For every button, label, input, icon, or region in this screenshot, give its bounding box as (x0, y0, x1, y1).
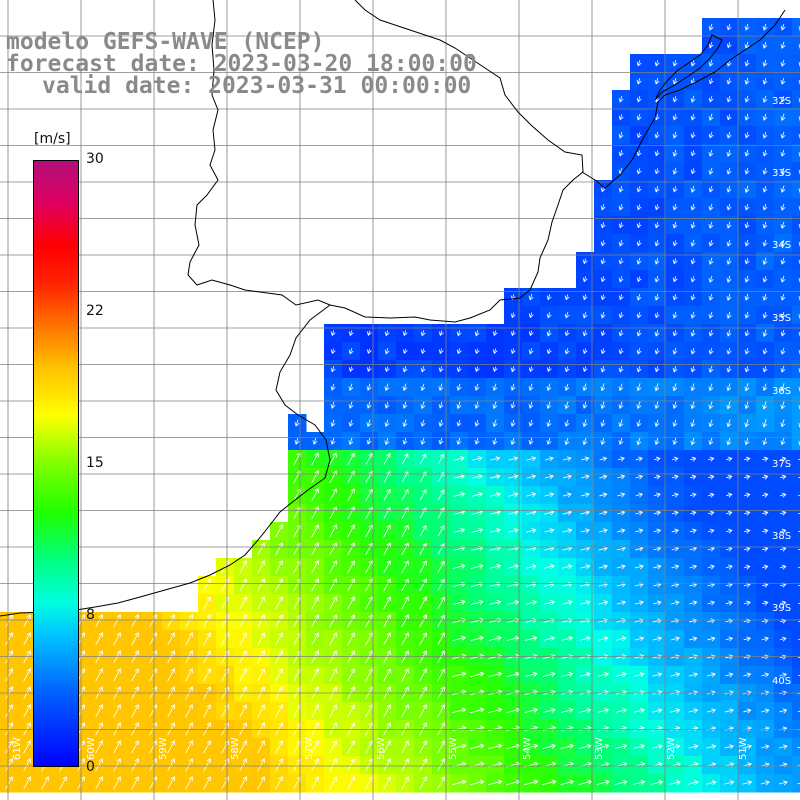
wind-cell (792, 18, 800, 37)
wind-cell (792, 126, 800, 145)
lat-label-36s: 36S (772, 386, 791, 397)
lat-label-40s: 40S (772, 676, 791, 687)
lon-label-58w: 58W (230, 737, 241, 760)
lon-label-59w: 59W (158, 737, 169, 760)
lat-label-34s: 34S (772, 240, 791, 251)
lon-label-51w: 51W (738, 737, 749, 760)
wind-cell (792, 288, 800, 307)
colorbar-tick-30: 30 (86, 151, 104, 167)
lon-label-54w: 54W (522, 737, 533, 760)
wind-cell (792, 198, 800, 217)
wind-cell (792, 342, 800, 361)
colorbar-tick-22: 22 (86, 303, 104, 319)
wind-cell (792, 54, 800, 73)
lat-label-32s: 32S (772, 96, 791, 107)
wind-cell (792, 234, 800, 253)
colorbar-tick-8: 8 (86, 607, 95, 623)
lon-label-61w: 61W (12, 737, 23, 760)
lon-label-53w: 53W (594, 737, 605, 760)
lat-label-35s: 35S (772, 313, 791, 324)
colorbar (33, 160, 79, 767)
lat-label-33s: 33S (772, 168, 791, 179)
lon-label-56w: 56W (376, 737, 387, 760)
wind-speed-field (0, 18, 800, 793)
lon-label-60w: 60W (86, 737, 97, 760)
lon-label-52w: 52W (666, 737, 677, 760)
lon-label-55w: 55W (448, 737, 459, 760)
colorbar-unit: [m/s] (34, 131, 71, 147)
wind-cell (792, 324, 800, 343)
lat-label-39s: 39S (772, 603, 791, 614)
lon-label-57w: 57W (304, 737, 315, 760)
lat-label-37s: 37S (772, 459, 791, 470)
colorbar-tick-0: 0 (86, 759, 95, 775)
wind-cell (792, 72, 800, 91)
wind-cell (792, 270, 800, 289)
colorbar-tick-15: 15 (86, 455, 104, 471)
wind-cell (792, 36, 800, 55)
title-valid-date: valid date: 2023-03-31 00:00:00 (42, 75, 471, 98)
lat-label-38s: 38S (772, 531, 791, 542)
wind-cell (792, 162, 800, 181)
wind-cell (792, 90, 800, 109)
